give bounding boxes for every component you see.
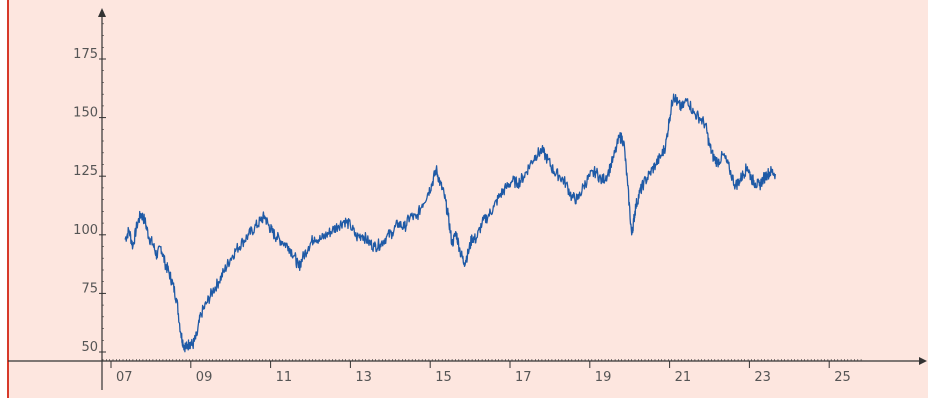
axes xyxy=(8,8,927,390)
chart-background xyxy=(8,0,928,398)
x-tick-label: 11 xyxy=(276,370,293,385)
y-tick-label: 150 xyxy=(73,106,98,121)
y-tick-label: 100 xyxy=(73,223,98,238)
x-tick-label: 21 xyxy=(675,370,692,385)
y-tick-label: 125 xyxy=(73,164,98,179)
x-tick-label: 25 xyxy=(834,370,851,385)
tick-marks xyxy=(99,23,862,368)
y-tick-label: 175 xyxy=(73,47,98,62)
x-tick-label: 23 xyxy=(754,370,771,385)
y-tick-label: 50 xyxy=(81,340,98,355)
y-axis-arrow xyxy=(98,8,106,17)
x-tick-label: 13 xyxy=(355,370,372,385)
x-axis-arrow xyxy=(919,357,927,365)
x-tick-label: 07 xyxy=(116,370,133,385)
series-line xyxy=(124,93,776,353)
tick-labels: 07 09 11 13 15 17 19 21 23 25 50 75 100 125 150 175 xyxy=(73,47,851,385)
series-layer xyxy=(124,93,776,353)
y-tick-label: 75 xyxy=(81,281,98,296)
x-tick-label: 15 xyxy=(435,370,452,385)
x-tick-label: 19 xyxy=(595,370,612,385)
x-tick-label: 17 xyxy=(515,370,532,385)
x-tick-label: 09 xyxy=(196,370,213,385)
